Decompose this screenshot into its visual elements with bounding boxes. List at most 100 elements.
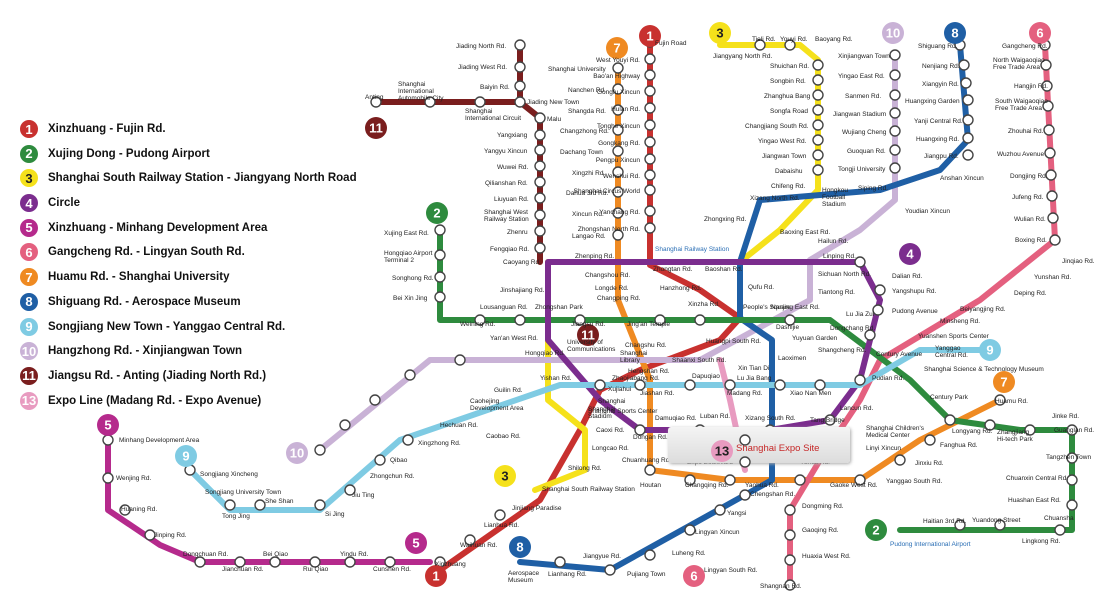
station-marker[interactable] bbox=[612, 186, 624, 198]
legend-row-line-1[interactable]: 1 Xinzhuang - Fujin Rd. bbox=[20, 118, 440, 140]
legend-row-line-4[interactable]: 4 Circle bbox=[20, 192, 440, 214]
station-marker[interactable] bbox=[384, 556, 396, 568]
station-marker[interactable] bbox=[644, 153, 656, 165]
station-marker[interactable] bbox=[612, 104, 624, 116]
station-marker[interactable] bbox=[612, 62, 624, 74]
station-marker[interactable] bbox=[269, 556, 281, 568]
station-marker[interactable] bbox=[962, 114, 974, 126]
station-marker[interactable] bbox=[724, 474, 736, 486]
line-5-badge-south[interactable] bbox=[405, 532, 427, 554]
station-marker[interactable] bbox=[1024, 424, 1036, 436]
station-marker[interactable] bbox=[644, 53, 656, 65]
station-marker[interactable] bbox=[514, 80, 526, 92]
station-marker[interactable] bbox=[812, 74, 824, 86]
station-marker[interactable] bbox=[514, 96, 526, 108]
station-marker[interactable] bbox=[994, 394, 1006, 406]
station-marker[interactable] bbox=[962, 94, 974, 106]
station-marker[interactable] bbox=[194, 556, 206, 568]
line-11-badge[interactable] bbox=[365, 117, 387, 139]
legend-row-line-3[interactable]: 3 Shanghai South Railway Station - Jiang… bbox=[20, 167, 440, 189]
station-marker[interactable] bbox=[514, 61, 526, 73]
station-marker[interactable] bbox=[644, 549, 656, 561]
station-marker[interactable] bbox=[1045, 169, 1057, 181]
station-marker[interactable] bbox=[1042, 100, 1054, 112]
line-10-badge-west[interactable] bbox=[286, 442, 308, 464]
station-marker[interactable] bbox=[339, 419, 351, 431]
station-marker[interactable] bbox=[370, 96, 382, 108]
station-marker[interactable] bbox=[889, 49, 901, 61]
station-marker[interactable] bbox=[1044, 147, 1056, 159]
station-marker[interactable] bbox=[1049, 234, 1061, 246]
station-marker[interactable] bbox=[684, 474, 696, 486]
station-marker[interactable] bbox=[812, 119, 824, 131]
station-marker[interactable] bbox=[794, 474, 806, 486]
station-marker[interactable] bbox=[612, 166, 624, 178]
line-9-badge-west[interactable] bbox=[175, 445, 197, 467]
station-marker[interactable] bbox=[644, 222, 656, 234]
station-marker[interactable] bbox=[644, 184, 656, 196]
station-marker[interactable] bbox=[534, 112, 546, 124]
station-marker[interactable] bbox=[1066, 424, 1078, 436]
station-marker[interactable] bbox=[1066, 474, 1078, 486]
station-marker[interactable] bbox=[889, 125, 901, 137]
station-marker[interactable] bbox=[889, 107, 901, 119]
station-marker[interactable] bbox=[654, 314, 666, 326]
station-marker[interactable] bbox=[754, 39, 766, 51]
station-marker[interactable] bbox=[724, 379, 736, 391]
station-marker[interactable] bbox=[644, 169, 656, 181]
legend-row-line-7[interactable]: 7 Huamu Rd. - Shanghai University bbox=[20, 266, 440, 288]
station-marker[interactable] bbox=[784, 504, 796, 516]
station-marker[interactable] bbox=[784, 579, 796, 591]
station-marker[interactable] bbox=[954, 519, 966, 531]
station-marker[interactable] bbox=[1054, 524, 1066, 536]
station-marker[interactable] bbox=[612, 145, 624, 157]
station-marker[interactable] bbox=[784, 314, 796, 326]
station-marker[interactable] bbox=[534, 242, 546, 254]
line-3-badge[interactable] bbox=[709, 22, 731, 44]
station-marker[interactable] bbox=[424, 96, 436, 108]
line-8-badge-south[interactable] bbox=[509, 536, 531, 558]
station-marker[interactable] bbox=[644, 69, 656, 81]
station-marker[interactable] bbox=[224, 499, 236, 511]
station-marker[interactable] bbox=[694, 314, 706, 326]
station-marker[interactable] bbox=[514, 314, 526, 326]
station-marker[interactable] bbox=[102, 434, 114, 446]
station-marker[interactable] bbox=[984, 419, 996, 431]
station-marker[interactable] bbox=[434, 271, 446, 283]
station-marker[interactable] bbox=[404, 369, 416, 381]
station-marker[interactable] bbox=[1043, 124, 1055, 136]
station-marker[interactable] bbox=[644, 136, 656, 148]
station-marker[interactable] bbox=[812, 104, 824, 116]
legend-row-line-2[interactable]: 2 Xujing Dong - Pudong Airport bbox=[20, 143, 440, 165]
station-marker[interactable] bbox=[812, 149, 824, 161]
station-marker[interactable] bbox=[889, 144, 901, 156]
line-7-badge[interactable] bbox=[606, 37, 628, 59]
line-9-badge[interactable] bbox=[979, 339, 1001, 361]
line-11-badge-center[interactable] bbox=[577, 324, 599, 346]
station-marker[interactable] bbox=[714, 504, 726, 516]
station-marker[interactable] bbox=[454, 354, 466, 366]
station-marker[interactable] bbox=[1046, 190, 1058, 202]
line-1-badge-south[interactable] bbox=[425, 565, 447, 587]
station-marker[interactable] bbox=[534, 160, 546, 172]
line-2-badge[interactable] bbox=[426, 202, 448, 224]
station-marker[interactable] bbox=[234, 556, 246, 568]
station-marker[interactable] bbox=[534, 144, 546, 156]
station-marker[interactable] bbox=[1040, 59, 1052, 71]
station-marker[interactable] bbox=[634, 424, 646, 436]
station-marker[interactable] bbox=[684, 524, 696, 536]
station-marker[interactable] bbox=[534, 225, 546, 237]
station-marker[interactable] bbox=[514, 39, 526, 51]
station-marker[interactable] bbox=[814, 379, 826, 391]
station-marker[interactable] bbox=[924, 434, 936, 446]
station-marker[interactable] bbox=[889, 69, 901, 81]
station-marker[interactable] bbox=[644, 119, 656, 131]
station-marker[interactable] bbox=[812, 59, 824, 71]
station-marker[interactable] bbox=[402, 434, 414, 446]
station-marker[interactable] bbox=[474, 96, 486, 108]
station-marker[interactable] bbox=[594, 379, 606, 391]
line-1-badge[interactable] bbox=[639, 25, 661, 47]
station-marker[interactable] bbox=[1066, 499, 1078, 511]
station-marker[interactable] bbox=[854, 374, 866, 386]
station-marker[interactable] bbox=[739, 489, 751, 501]
